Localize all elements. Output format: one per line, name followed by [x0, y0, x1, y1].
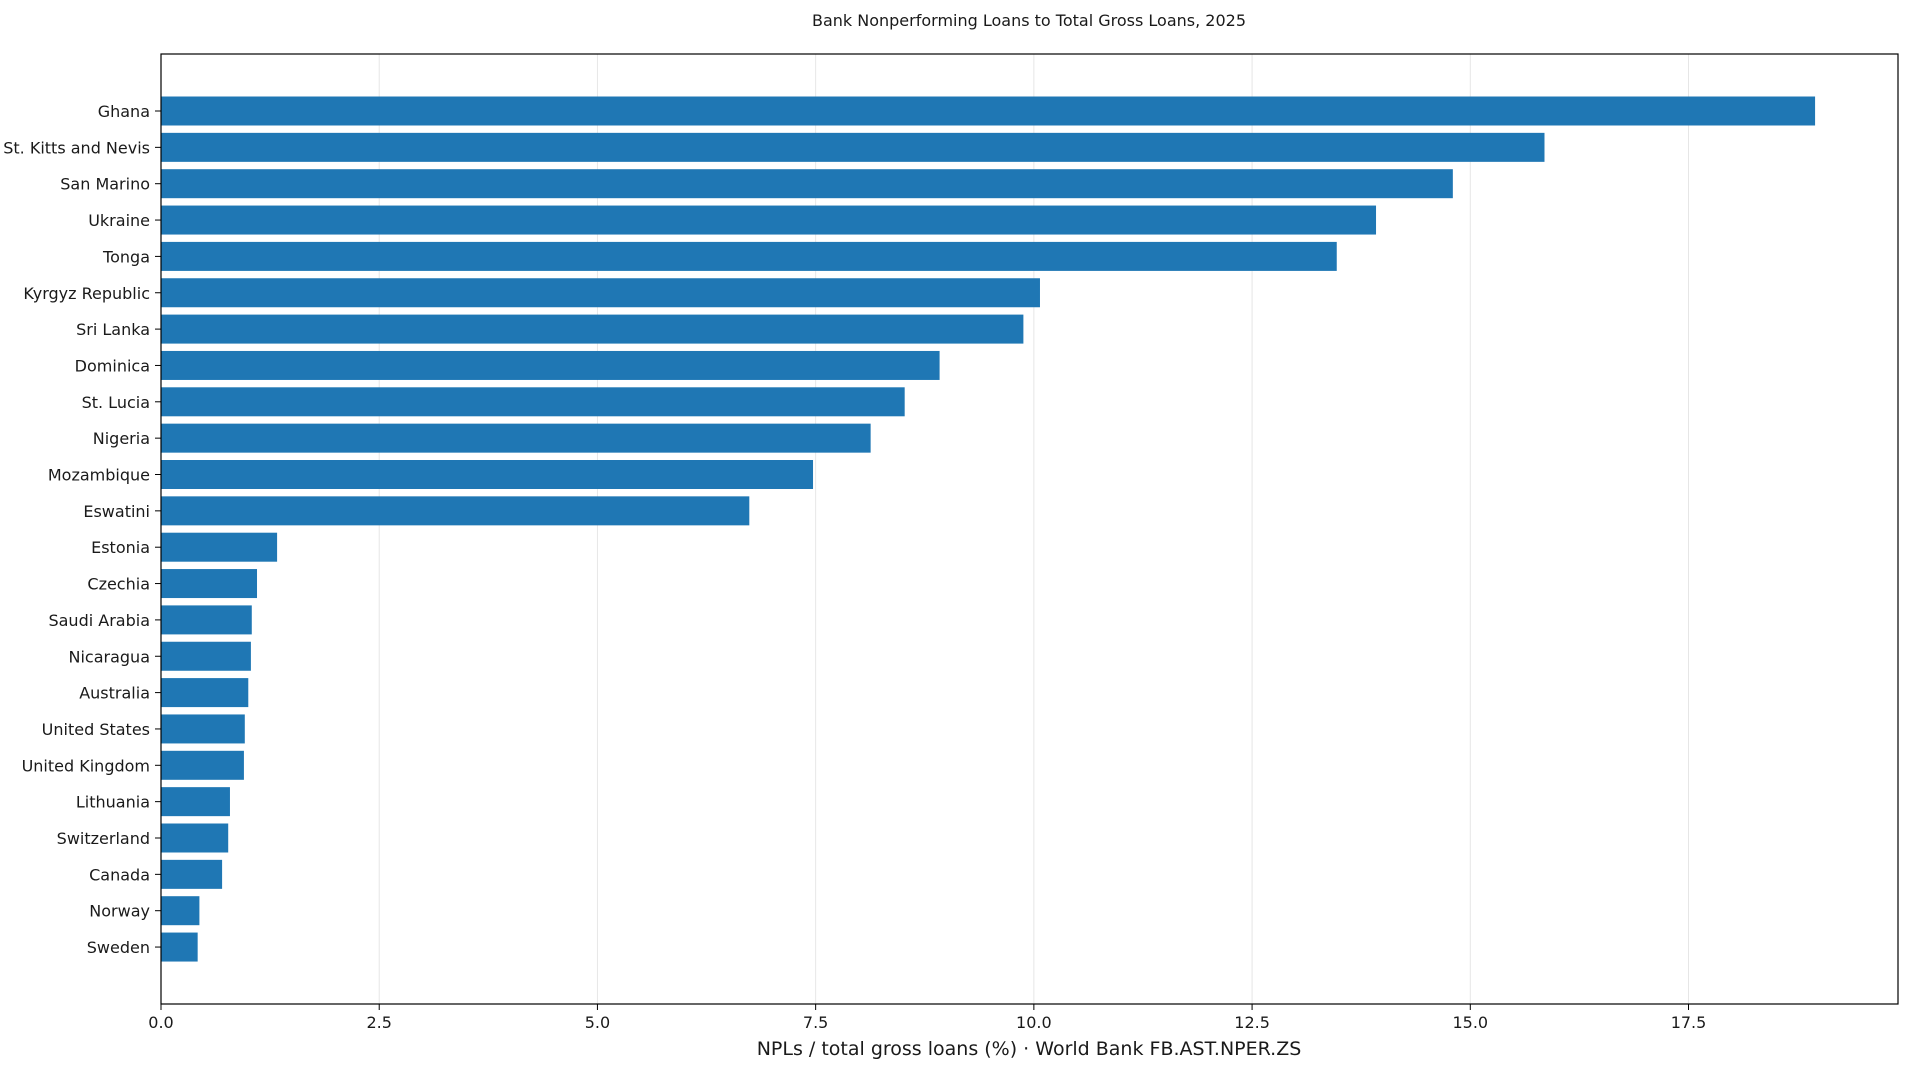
bars	[161, 96, 1816, 962]
bar	[161, 714, 245, 744]
y-tick-label: Sweden	[87, 938, 150, 957]
y-tick-label: Nigeria	[93, 429, 150, 448]
y-tick-label: Sri Lanka	[76, 320, 150, 339]
y-tick-label: St. Kitts and Nevis	[3, 138, 150, 157]
y-tick-label: Ghana	[98, 102, 150, 121]
x-tick-label: 15.0	[1452, 1013, 1488, 1032]
bar	[161, 932, 198, 962]
bar	[161, 132, 1545, 162]
y-tick-label: St. Lucia	[82, 393, 150, 412]
y-tick-label: San Marino	[60, 175, 150, 194]
x-ticks: 0.0 2.5 5.0 7.5 10.0 12.5 15.0 17.5	[148, 1004, 1706, 1032]
y-tick-label: Australia	[79, 684, 150, 703]
x-axis-label: NPLs / total gross loans (%) · World Ban…	[757, 1038, 1302, 1060]
x-tick-label: 12.5	[1234, 1013, 1270, 1032]
y-tick-label: Canada	[89, 865, 150, 884]
y-tick-label: Eswatini	[83, 502, 150, 521]
x-tick-label: 0.0	[148, 1013, 173, 1032]
bar	[161, 750, 244, 780]
y-tick-label: United Kingdom	[22, 756, 150, 775]
bar	[161, 896, 200, 926]
y-tick-label: Kyrgyz Republic	[23, 284, 150, 303]
bar	[161, 532, 278, 562]
x-tick-label: 10.0	[1016, 1013, 1052, 1032]
bar	[161, 423, 871, 453]
bar	[161, 460, 814, 489]
y-tick-label: Norway	[89, 902, 150, 921]
plot-frame	[160, 53, 1899, 1005]
bar	[161, 859, 223, 889]
y-tick-label: Ukraine	[88, 211, 150, 230]
bar	[161, 314, 1024, 344]
y-tick-label: Mozambique	[48, 466, 150, 485]
bar	[161, 205, 1377, 235]
bar	[161, 641, 251, 671]
bar	[161, 278, 1040, 308]
bar	[161, 169, 1453, 199]
y-tick-label: Estonia	[91, 538, 150, 557]
y-tick-label: Czechia	[87, 575, 150, 594]
bar	[161, 605, 252, 635]
x-tick-label: 2.5	[366, 1013, 391, 1032]
y-tick-label: Tonga	[102, 247, 150, 266]
bar	[161, 678, 249, 708]
x-tick-label: 5.0	[585, 1013, 610, 1032]
bar	[161, 387, 905, 417]
y-tick-label: Nicaragua	[69, 647, 151, 666]
y-tick-label: Saudi Arabia	[48, 611, 150, 630]
bar	[161, 241, 1337, 271]
y-ticks: Ghana St. Kitts and Nevis San Marino Ukrain…	[3, 102, 161, 957]
y-tick-label: Lithuania	[76, 793, 150, 812]
y-tick-label: United States	[42, 720, 150, 739]
y-tick-label: Switzerland	[57, 829, 150, 848]
bar	[161, 569, 258, 599]
chart-title: Bank Nonperforming Loans to Total Gross …	[812, 11, 1246, 30]
bar	[161, 823, 229, 853]
bar	[161, 96, 1816, 126]
bar	[161, 496, 750, 526]
bar	[161, 787, 230, 817]
y-tick-label: Dominica	[75, 356, 150, 375]
bar	[161, 350, 940, 380]
x-tick-label: 7.5	[803, 1013, 828, 1032]
x-tick-label: 17.5	[1671, 1013, 1707, 1032]
